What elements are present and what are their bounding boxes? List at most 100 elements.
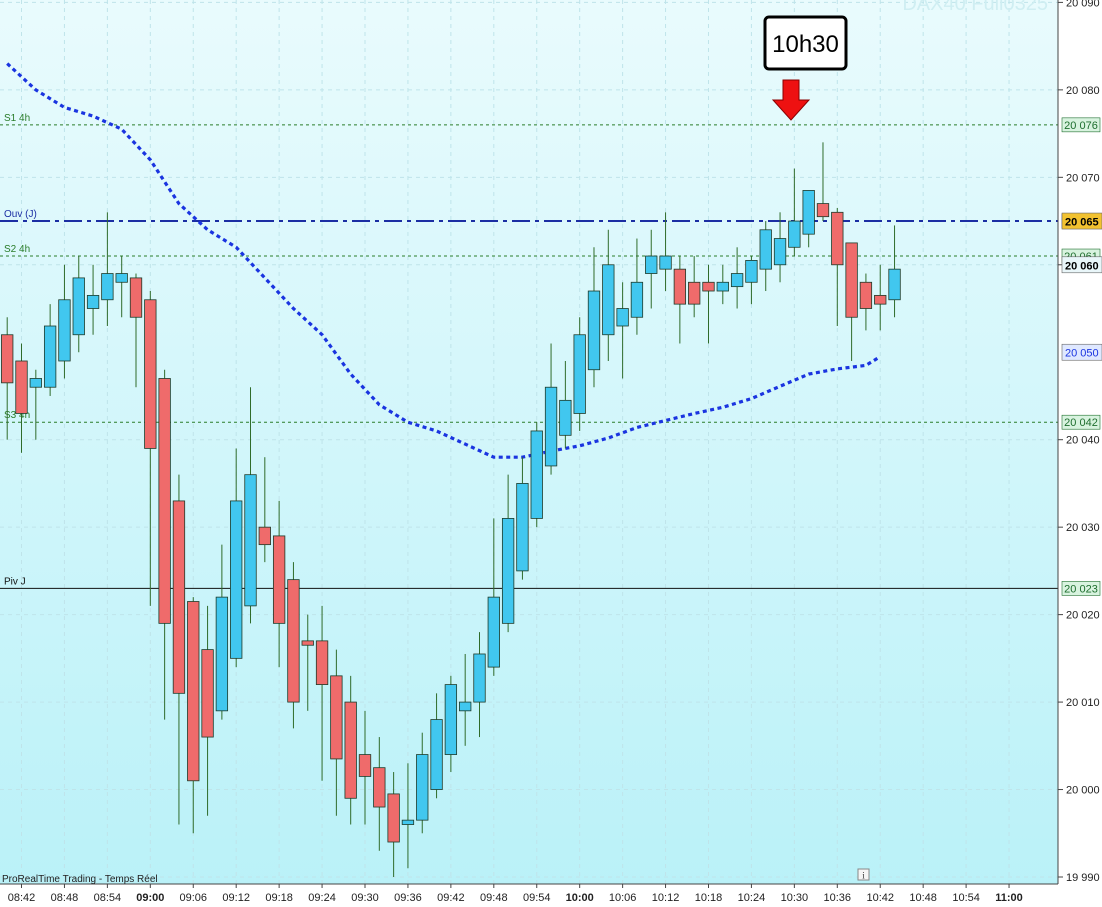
candle-body xyxy=(15,360,28,414)
candle-body xyxy=(559,399,572,436)
candle-body xyxy=(272,535,286,624)
candle xyxy=(501,474,515,633)
candle-body xyxy=(416,754,429,821)
candle xyxy=(72,256,85,353)
y-tick-label: 20 010 xyxy=(1066,697,1100,709)
x-tick-label: 10:30 xyxy=(781,892,809,904)
callout-text: 10h30 xyxy=(772,31,839,58)
candle xyxy=(516,457,529,580)
info-button[interactable]: i xyxy=(857,868,870,881)
info-icon[interactable] xyxy=(857,868,870,881)
candle-body xyxy=(158,378,171,624)
candle xyxy=(358,710,372,825)
candle-body xyxy=(831,211,844,266)
candle xyxy=(315,605,329,781)
y-tick-label: 20 080 xyxy=(1066,85,1100,97)
x-tick-label: 09:48 xyxy=(480,892,508,904)
candle xyxy=(230,448,243,668)
level-tag-label: 20 076 xyxy=(1064,120,1098,132)
x-tick-label: 08:54 xyxy=(94,892,122,904)
candle xyxy=(172,474,186,825)
x-tick-label: 09:00 xyxy=(136,892,164,904)
candle xyxy=(272,500,286,668)
candle xyxy=(244,387,257,624)
candle xyxy=(115,256,128,318)
x-tick-label: 10:36 xyxy=(824,892,852,904)
candle xyxy=(15,343,28,453)
candle xyxy=(444,675,458,773)
x-tick-label: 10:42 xyxy=(866,892,894,904)
candle xyxy=(1,317,14,440)
candle-body xyxy=(315,640,329,685)
info-icon-label: i xyxy=(862,871,865,881)
candle-body xyxy=(115,273,128,283)
level-label: S3 4h xyxy=(4,410,30,421)
price-tag xyxy=(1061,343,1102,361)
candle xyxy=(816,142,830,222)
level-label: S2 4h xyxy=(4,244,30,255)
candle-body xyxy=(344,701,357,799)
candle xyxy=(344,675,357,825)
candle-body xyxy=(244,474,257,607)
candle-body xyxy=(230,500,243,659)
candle xyxy=(730,247,744,309)
candle xyxy=(802,190,815,248)
candle xyxy=(616,282,629,379)
candle xyxy=(788,168,801,257)
candle-body xyxy=(473,653,486,703)
candle-body xyxy=(358,754,372,777)
x-axis-ticks: 08:42 08:48 08:54 09:00 09:06 09:12 09:18 09:24… xyxy=(8,884,1023,904)
moving-average-line xyxy=(6,62,882,459)
candle-body xyxy=(530,430,543,519)
x-tick-label: 10:24 xyxy=(738,892,766,904)
level-tag-label: 20 023 xyxy=(1064,583,1098,595)
candle-body xyxy=(86,294,100,309)
candle xyxy=(544,343,558,475)
level-label: Piv J xyxy=(4,576,26,587)
candle-body xyxy=(401,819,415,825)
candle-body xyxy=(745,260,758,283)
x-tick-label: 09:36 xyxy=(394,892,422,904)
candle-body xyxy=(287,579,300,703)
level-tag xyxy=(1061,117,1101,133)
candle-body xyxy=(215,596,229,712)
candle xyxy=(573,317,586,431)
footer-label: ProRealTime Trading - Temps Réel xyxy=(2,874,158,885)
candle xyxy=(473,632,486,738)
price-tag-label: 20 065 xyxy=(1065,217,1099,229)
candle xyxy=(716,264,729,305)
candle xyxy=(845,242,858,361)
candle xyxy=(373,737,386,851)
candle xyxy=(759,221,772,292)
x-tick-label: 08:48 xyxy=(51,892,79,904)
candle xyxy=(587,247,601,388)
candle-body xyxy=(544,386,558,467)
y-tick-label: 19 990 xyxy=(1066,872,1100,884)
candle xyxy=(43,304,57,396)
y-tick-label: 20 000 xyxy=(1066,785,1100,797)
candle xyxy=(215,544,229,720)
moving-average xyxy=(6,62,882,459)
candle-body xyxy=(129,277,143,318)
candle-body xyxy=(630,281,644,318)
candle-body xyxy=(72,277,85,336)
candle-body xyxy=(702,281,715,292)
callout: 10h30 xyxy=(763,15,848,121)
candle xyxy=(459,653,472,746)
x-tick-label: 08:42 xyxy=(8,892,36,904)
candle xyxy=(29,369,42,440)
price-tag xyxy=(1061,212,1102,230)
x-tick-label: 09:18 xyxy=(265,892,293,904)
price-tags: 20 065 20 060 20 050 xyxy=(1061,212,1102,361)
candle-body xyxy=(201,649,214,738)
level-tag xyxy=(1061,414,1101,430)
candle xyxy=(287,562,300,729)
candle xyxy=(101,212,114,327)
candle-body xyxy=(816,203,830,218)
candle-body xyxy=(602,264,615,336)
candle xyxy=(387,772,400,877)
price-tag-label: 20 060 xyxy=(1065,260,1099,272)
candle-body xyxy=(101,273,114,301)
candle-body xyxy=(501,518,515,624)
